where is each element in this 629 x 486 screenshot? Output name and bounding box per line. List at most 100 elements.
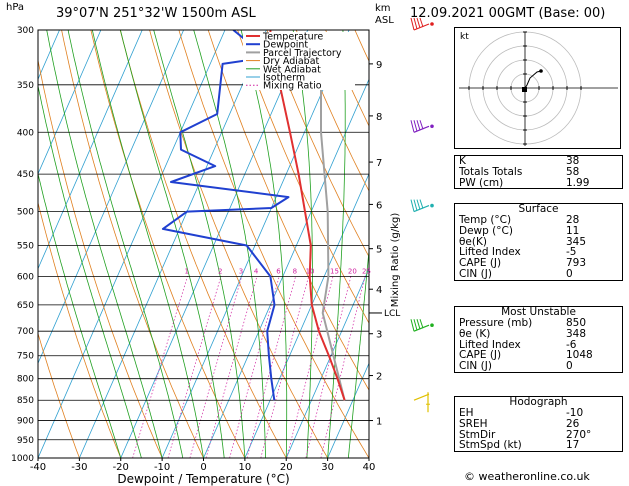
hodograph-trace	[524, 70, 542, 89]
dry-adiabat-line	[266, 30, 369, 258]
legend-label: Parcel Trajectory	[263, 48, 342, 59]
row-label: θe(K)	[459, 235, 487, 248]
table-row: CAPE (J) 793	[455, 258, 622, 269]
pressure-tick-label: 550	[17, 241, 34, 251]
wind-barb	[413, 392, 430, 413]
table-row: Lifted Index -6	[455, 338, 622, 351]
wind-barb	[410, 120, 434, 133]
row-label: Temp (°C)	[459, 214, 512, 226]
mixing-ratio-line	[189, 276, 243, 458]
row-value: 11	[566, 224, 580, 237]
isotherm-line	[203, 78, 369, 458]
pressure-tick-label: 1000	[11, 454, 34, 464]
pressure-tick-label: 500	[17, 208, 34, 218]
right-unit-top: km	[375, 3, 391, 14]
row-value: 1.99	[566, 176, 590, 189]
legend-label: Temperature	[262, 32, 323, 43]
row-value: 28	[566, 214, 580, 226]
km-tick-label: 5	[376, 245, 382, 256]
mixing-ratio-label: 20	[348, 267, 357, 275]
pressure-tick-label: 750	[17, 352, 34, 362]
row-value: 26	[566, 417, 580, 430]
table-row: CIN (J) 0	[455, 361, 622, 372]
pressure-tick-label: 850	[17, 396, 34, 406]
dewpoint-line	[161, 30, 299, 401]
km-tick-label: 7	[376, 158, 382, 169]
legend-label: Isotherm	[263, 73, 305, 84]
mixing-ratio-line	[246, 276, 296, 458]
km-tick-label: 3	[376, 330, 382, 341]
mixing-ratio-line	[229, 276, 280, 458]
table-row: Pressure (mb) 850	[455, 318, 622, 329]
km-tick-label: 9	[376, 60, 382, 71]
mixing-ratio-label: 1	[184, 267, 188, 275]
table-row: SREH 26	[455, 417, 622, 430]
isotherm-line	[38, 30, 226, 458]
dry-adiabat-line	[295, 30, 369, 192]
km-tick-label: 4	[376, 285, 382, 296]
mixing-ratio-line	[167, 276, 222, 458]
row-label: CIN (J)	[459, 360, 492, 373]
legend-label: Mixing Ratio	[263, 81, 322, 92]
mixing-ratio-axis-label: Mixing Ratio (g/kg)	[390, 213, 401, 308]
table-row: Lifted Index -5	[455, 247, 622, 258]
row-label: K	[459, 155, 466, 167]
row-value: 793	[566, 257, 587, 270]
table-row: θe(K) 345	[455, 235, 622, 248]
mixing-ratio-label: 8	[293, 267, 297, 275]
isotherm-line	[285, 267, 369, 458]
row-label: StmSpd (kt)	[459, 439, 522, 452]
row-value: 38	[566, 155, 580, 167]
pressure-tick-label: 650	[17, 301, 34, 311]
hodograph-table: Hodograph EH -10 SREH 26 StmDir 270° StmSpd (kt…	[454, 396, 623, 453]
pressure-tick-label: 450	[17, 170, 34, 180]
isotherm-line	[327, 362, 369, 458]
km-tick-label: 8	[376, 112, 382, 123]
row-value: 348	[566, 327, 587, 340]
x-tick-label: -20	[113, 462, 129, 473]
dry-adiabat-line	[38, 332, 80, 458]
row-value: -5	[566, 246, 577, 259]
row-label: Pressure (mb)	[459, 317, 533, 329]
table-row: CAPE (J) 1048	[455, 350, 622, 361]
row-label: Lifted Index	[459, 338, 521, 351]
isotherm-line	[161, 30, 350, 458]
isotherm-line	[38, 30, 102, 175]
x-tick-label: 40	[363, 462, 376, 473]
x-tick-label: -40	[30, 462, 46, 473]
mixing-ratio-label: 2	[218, 267, 222, 275]
wet-adiabat-line	[292, 30, 313, 458]
mixing-ratio-label: 15	[330, 267, 339, 275]
hodograph-unit: kt	[460, 32, 469, 42]
km-tick-label: 6	[376, 200, 382, 211]
row-value: 0	[566, 267, 573, 280]
left-unit: hPa	[6, 2, 25, 13]
row-value: -10	[566, 407, 584, 419]
surface-table: Surface Temp (°C) 28 Dewp (°C) 11 θe(K) 345 Lif…	[454, 203, 623, 281]
isotherm-line	[79, 30, 267, 458]
x-tick-label: -10	[154, 462, 170, 473]
credit: © weatheronline.co.uk	[464, 470, 590, 483]
table-row: K 38	[455, 156, 622, 167]
dry-adiabat-line	[38, 58, 163, 458]
pressure-tick-label: 600	[17, 272, 34, 282]
row-label: EH	[459, 407, 474, 419]
table-row: StmDir 270°	[455, 429, 622, 441]
x-tick-label: -30	[71, 462, 87, 473]
table-title: Surface	[518, 203, 559, 215]
isotherm-line	[38, 30, 184, 365]
row-label: PW (cm)	[459, 176, 504, 189]
x-tick-label: 10	[239, 462, 252, 473]
table-row: StmSpd (kt) 17	[455, 440, 622, 451]
pressure-tick-label: 950	[17, 436, 34, 446]
wet-adiabat-line	[67, 30, 184, 458]
legend-label: Dry Adiabat	[263, 56, 320, 67]
row-value: 0	[566, 360, 573, 373]
pressure-tick-label: 350	[17, 81, 34, 91]
table-row: PW (cm) 1.99	[455, 176, 622, 189]
pressure-tick-label: 400	[17, 128, 34, 138]
hodograph: kt	[454, 27, 621, 149]
wind-barb	[410, 199, 434, 213]
pressure-tick-label: 800	[17, 375, 34, 385]
